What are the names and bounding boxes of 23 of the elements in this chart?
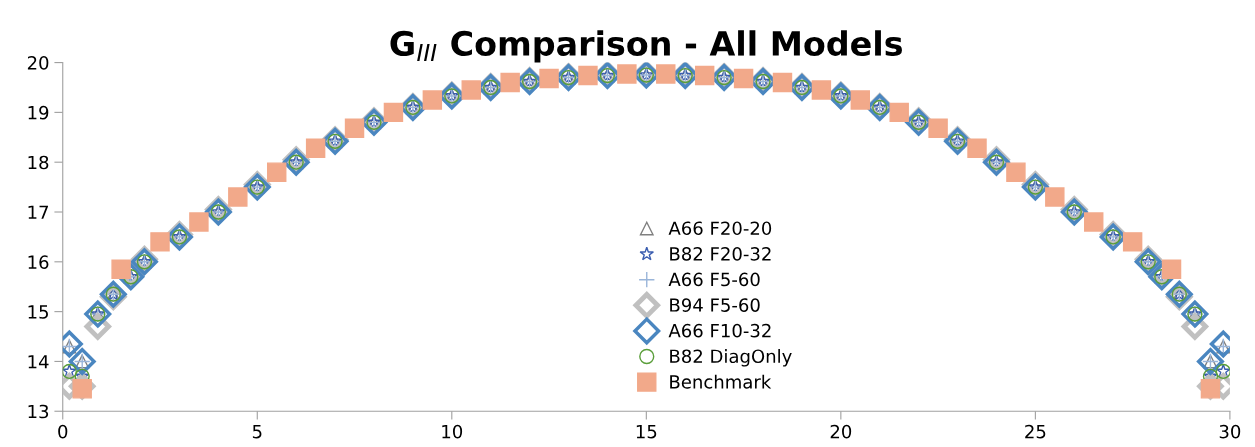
legend-label: B82 DiagOnly — [670, 349, 792, 367]
x-tick-label: 10 — [442, 424, 463, 439]
x-tick-label: 5 — [252, 424, 262, 439]
y-tick-label: 15 — [28, 305, 48, 319]
legend-label: A66 F5-60 — [668, 272, 760, 287]
legend-label: A66 F20-20 — [668, 221, 772, 236]
chart-title: G$_{III}$ Comparison - All Models — [390, 30, 902, 63]
y-tick-label: 19 — [28, 105, 49, 120]
y-tick-label: 14 — [28, 355, 49, 369]
x-tick-label: 15 — [636, 424, 657, 439]
legend-label: B94 F5-60 — [670, 298, 760, 312]
x-tick-label: 0 — [58, 424, 68, 439]
y-tick-label: 16 — [28, 255, 49, 269]
y-tick-label: 13 — [28, 404, 49, 419]
y-tick-label: 18 — [28, 155, 49, 170]
x-tick-label: 25 — [1025, 424, 1046, 439]
legend-label: A66 F10-32 — [668, 323, 771, 338]
y-tick-label: 20 — [27, 56, 49, 70]
x-tick-label: 20 — [830, 424, 852, 439]
x-tick-label: 30 — [1219, 424, 1241, 439]
legend-label: B82 F20-32 — [670, 247, 771, 261]
y-tick-label: 17 — [28, 205, 49, 219]
legend-label: Benchmark — [670, 374, 772, 389]
